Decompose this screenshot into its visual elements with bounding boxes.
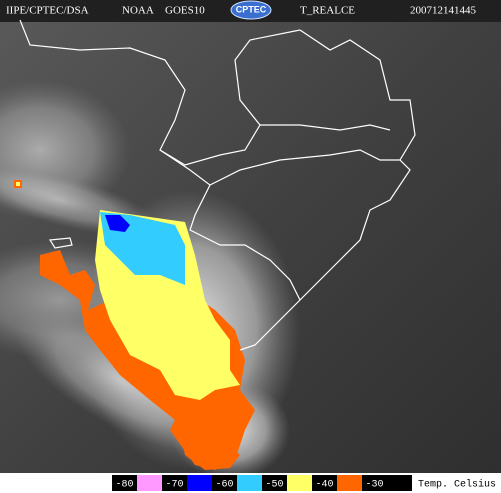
legend-label-box	[362, 475, 387, 491]
legend-swatch	[237, 475, 262, 491]
legend-unit: Temp. Celsius	[418, 479, 496, 491]
legend-label: -60	[215, 480, 233, 491]
legend-label-box	[312, 475, 337, 491]
cloud-top-temperature	[14, 180, 255, 470]
legend-label-box	[262, 475, 287, 491]
header-product: T_REALCE	[300, 5, 355, 17]
header-source: IIPE/CPTEC/DSA	[6, 5, 89, 17]
legend-label-box	[212, 475, 237, 491]
header-satellite: NOAA	[122, 5, 154, 17]
legend-swatch	[387, 475, 412, 491]
legend-swatch	[337, 475, 362, 491]
legend-label: -50	[265, 480, 283, 491]
legend-swatch	[137, 475, 162, 491]
legend: -80 -70 -60 -50 -40 -30 Temp. Celsius	[112, 475, 496, 491]
legend-label-box	[112, 475, 137, 491]
legend-label: -40	[315, 480, 333, 491]
logo: CPTEC	[236, 4, 267, 14]
legend-label: -30	[365, 480, 383, 491]
header-timestamp: 200712141445	[410, 5, 477, 17]
borders	[19, 19, 416, 351]
legend-label-box	[162, 475, 187, 491]
legend-label: -70	[165, 480, 183, 491]
logo-badge	[230, 0, 272, 20]
header-instrument: GOES10	[165, 5, 205, 17]
legend-swatch	[187, 475, 212, 491]
legend-swatch	[287, 475, 312, 491]
legend-label: -80	[115, 480, 133, 491]
